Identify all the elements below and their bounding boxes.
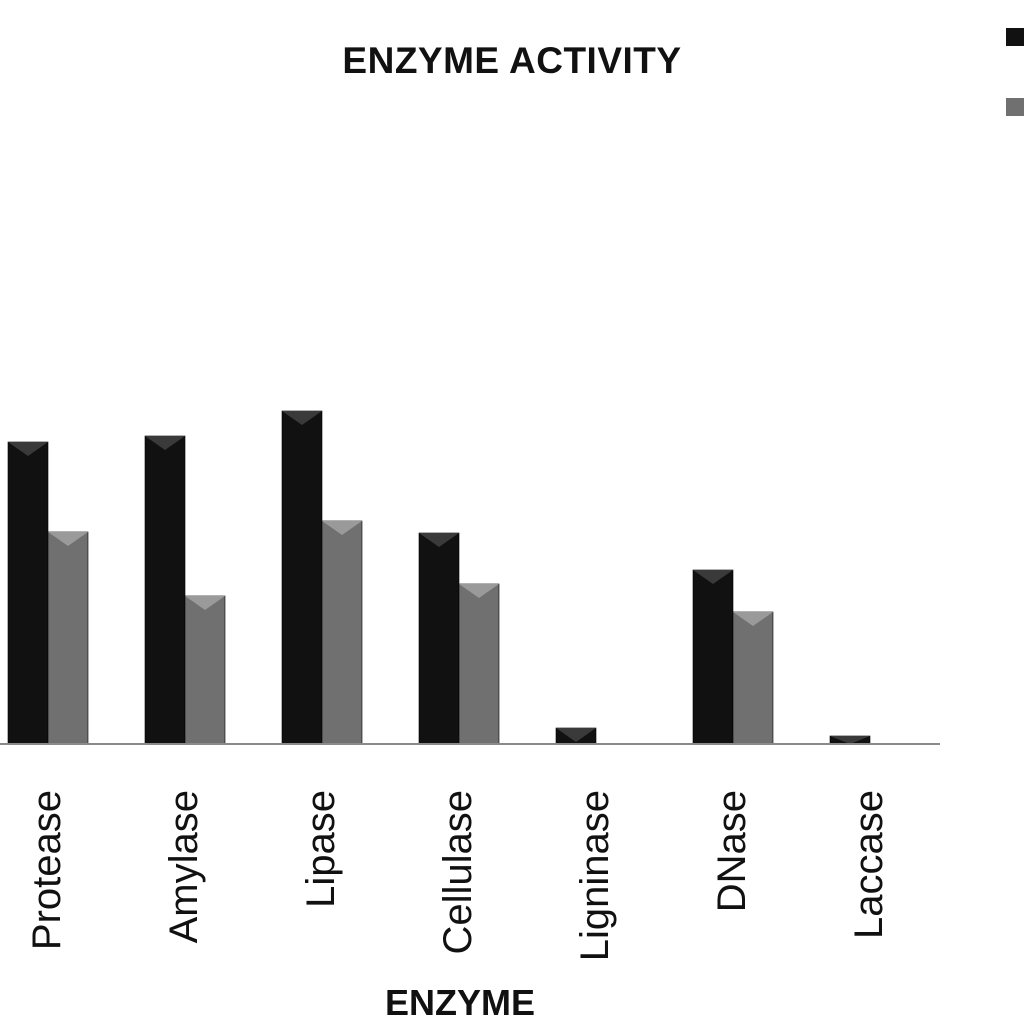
bar-laccase-series-1 (829, 735, 871, 745)
category-label-ligninase: Ligninase (573, 790, 617, 961)
bar-amylase-series-1 (144, 435, 186, 745)
bar-dnase-series-2 (732, 611, 774, 745)
bar-ligninase-series-1 (555, 727, 597, 745)
category-label-amylase: Amylase (162, 790, 206, 943)
bar-cellulase-series-2 (458, 583, 500, 745)
x-axis-title: ENZYME (384, 982, 535, 1023)
legend-swatch-series-2 (1006, 98, 1024, 116)
legend-swatch-series-1 (1006, 28, 1024, 46)
bar-protease-series-2 (47, 531, 89, 745)
category-label-protease: Protease (25, 790, 69, 950)
bar-amylase-series-2 (184, 595, 226, 745)
bar-lipase-series-1 (281, 410, 323, 745)
category-label-laccase: Laccase (847, 790, 891, 939)
chart-title: ENZYME ACTIVITY (342, 40, 682, 81)
bars-layer (7, 410, 871, 745)
bar-dnase-series-1 (692, 569, 734, 745)
bar-protease-series-1 (7, 441, 49, 745)
bar-lipase-series-2 (321, 520, 363, 745)
category-labels: Protease Amylase Lipase Cellulase Ligninase D… (25, 790, 891, 961)
category-label-cellulase: Cellulase (436, 790, 480, 955)
bar-cellulase-series-1 (418, 532, 460, 745)
category-label-dnase: DNase (710, 790, 754, 912)
legend (1006, 28, 1024, 116)
category-label-lipase: Lipase (299, 790, 343, 908)
